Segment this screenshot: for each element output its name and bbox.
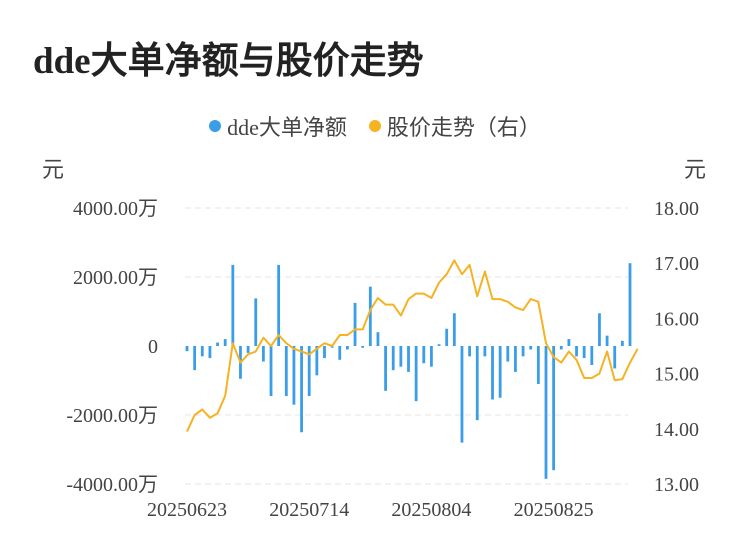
dde-bar — [460, 346, 464, 443]
dde-bar — [590, 346, 594, 365]
dde-bar — [559, 346, 563, 350]
dde-bar — [277, 264, 281, 346]
dde-bar — [620, 340, 624, 346]
left-axis-unit: 元 — [42, 157, 64, 182]
dde-bar — [254, 298, 258, 346]
legend-label-dde: dde大单净额 — [227, 115, 347, 140]
dde-bar — [284, 346, 288, 397]
legend-marker-price — [368, 120, 381, 132]
dde-bar — [529, 346, 533, 350]
dde-bar — [292, 346, 296, 405]
right-axis-ticks: 18.00 17.00 16.00 15.00 14.00 13.00 — [654, 198, 699, 496]
dde-bar — [567, 339, 571, 346]
legend: dde大单净额 股价走势（右） — [0, 110, 750, 142]
left-tick-label: -2000.00万 — [66, 405, 158, 427]
dde-bar — [598, 313, 601, 346]
x-tick-label: 20250825 — [514, 499, 594, 521]
dde-bar — [193, 346, 197, 371]
dde-bar — [422, 346, 426, 364]
left-tick-label: 4000.00万 — [73, 198, 158, 220]
chart-title: dde大单净额与股价走势 — [33, 41, 424, 82]
right-tick-label: 13.00 — [654, 474, 699, 496]
dde-bar — [628, 263, 632, 346]
dde-bar — [399, 346, 403, 367]
price-line — [186, 259, 639, 433]
x-axis-ticks: 20250623 20250714 20250804 20250825 — [147, 499, 594, 521]
dde-bar — [521, 346, 525, 357]
dde-bar — [246, 346, 250, 353]
dde-bar — [323, 346, 326, 359]
dde-bar — [307, 346, 311, 397]
x-tick-label: 20250714 — [269, 499, 349, 521]
dde-bar — [315, 346, 319, 376]
dde-bar — [353, 302, 357, 346]
dde-bar — [269, 346, 273, 397]
dde-bar — [208, 346, 212, 359]
left-tick-label: 2000.00万 — [73, 267, 158, 289]
right-axis-unit: 元 — [684, 157, 706, 182]
dde-bar — [514, 346, 517, 372]
dde-bar — [300, 346, 303, 433]
right-tick-label: 18.00 — [654, 198, 699, 220]
left-axis-ticks: 4000.00万 2000.00万 0 -2000.00万 -4000.00万 — [66, 198, 158, 496]
legend-item-price[interactable]: 股价走势（右） — [368, 110, 541, 142]
right-tick-label: 14.00 — [654, 419, 699, 441]
dde-bar — [575, 346, 578, 357]
dde-bar — [536, 346, 540, 384]
dde-bar — [437, 344, 441, 346]
dde-bar — [407, 346, 410, 372]
dde-bar — [430, 346, 433, 367]
dde-bar — [376, 332, 380, 346]
dde-bar — [468, 346, 472, 357]
dde-bar — [613, 346, 617, 369]
dde-bar — [261, 346, 265, 362]
right-tick-label: 15.00 — [654, 364, 699, 386]
dde-bar — [544, 346, 548, 479]
dde-bar — [605, 335, 609, 346]
dde-bar — [498, 346, 502, 398]
dde-bar — [491, 346, 494, 400]
dde-bar — [391, 346, 395, 371]
dde-bar — [216, 342, 219, 346]
dde-bar — [200, 346, 204, 357]
right-tick-label: 17.00 — [654, 253, 699, 275]
legend-label-price: 股价走势（右） — [386, 115, 541, 140]
right-tick-label: 16.00 — [654, 308, 699, 330]
x-tick-label: 20250804 — [391, 499, 471, 521]
dde-bar — [361, 346, 365, 348]
dde-bar — [231, 264, 235, 346]
price-line-path — [186, 259, 639, 433]
dde-bar — [552, 346, 556, 471]
legend-marker-dde — [209, 120, 222, 132]
dde-bar — [368, 286, 372, 346]
dde-bar — [345, 346, 349, 350]
dde-bar — [445, 328, 449, 346]
dde-bar — [582, 346, 586, 359]
dde-bars — [185, 263, 632, 479]
dde-bar — [414, 346, 418, 402]
dde-bar — [338, 346, 342, 360]
dde-bar — [475, 346, 479, 421]
left-tick-label: -4000.00万 — [66, 474, 158, 496]
x-tick-label: 20250623 — [147, 499, 227, 521]
dde-bar — [223, 339, 227, 346]
left-tick-label: 0 — [148, 336, 158, 358]
dde-bar — [452, 313, 456, 346]
gridlines — [185, 207, 628, 485]
dde-bar — [185, 346, 189, 352]
dde-bar — [483, 346, 487, 357]
dde-bar — [384, 346, 387, 391]
dde-bar — [506, 346, 510, 362]
legend-item-dde[interactable]: dde大单净额 — [209, 110, 347, 142]
